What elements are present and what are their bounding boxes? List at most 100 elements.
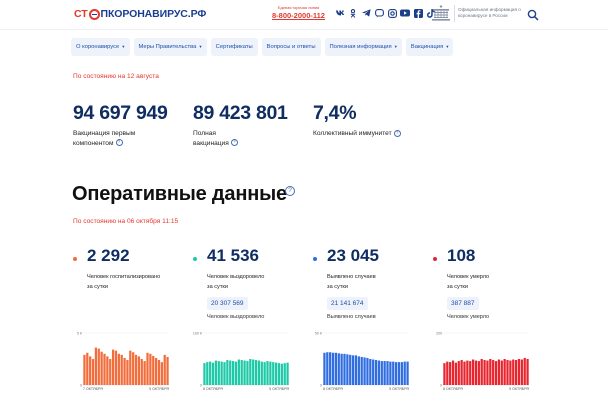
chart-bar[interactable] xyxy=(480,359,483,385)
chart-bar[interactable] xyxy=(229,360,232,385)
chart-bar[interactable] xyxy=(457,361,460,385)
chart-bar[interactable] xyxy=(331,352,335,385)
chart-bar[interactable] xyxy=(483,360,486,385)
chart-bar[interactable] xyxy=(111,349,115,385)
chart-bar[interactable] xyxy=(326,352,329,385)
chart-bar[interactable] xyxy=(477,361,480,385)
chart-bar[interactable] xyxy=(277,363,281,385)
chart-bar[interactable] xyxy=(372,359,375,385)
tiktok-icon[interactable] xyxy=(426,8,436,18)
nav-item[interactable]: Вакцинация ▾ xyxy=(405,38,454,56)
chart-bar[interactable] xyxy=(346,354,349,385)
telegram-icon[interactable] xyxy=(361,8,371,18)
chart-bar[interactable] xyxy=(129,350,132,385)
chart-bar[interactable] xyxy=(451,360,455,385)
chart-bar[interactable] xyxy=(357,356,360,385)
chart-bar[interactable] xyxy=(91,359,95,385)
chart-bar[interactable] xyxy=(489,359,492,385)
chart-bar[interactable] xyxy=(349,354,352,385)
chart-bar[interactable] xyxy=(214,360,218,385)
chart-bar[interactable] xyxy=(257,360,261,385)
chart-bar[interactable] xyxy=(134,354,138,385)
chart-bar[interactable] xyxy=(474,360,478,385)
nav-item[interactable]: Полезная информация ▾ xyxy=(324,38,402,56)
chart-bar[interactable] xyxy=(231,361,235,385)
chart-bar[interactable] xyxy=(509,360,512,385)
chart-bar[interactable] xyxy=(217,361,220,385)
chart-bar[interactable] xyxy=(323,352,326,385)
chart-bar[interactable] xyxy=(363,357,366,385)
chart-bar[interactable] xyxy=(454,362,458,385)
chart-bar[interactable] xyxy=(106,356,109,385)
chart-bar[interactable] xyxy=(263,362,266,385)
chart-bar[interactable] xyxy=(497,359,501,385)
vk-icon[interactable] xyxy=(335,8,345,18)
chart-bar[interactable] xyxy=(506,360,509,385)
instagram-icon[interactable] xyxy=(387,8,397,18)
chart-bar[interactable] xyxy=(86,352,89,385)
chart-bar[interactable] xyxy=(243,360,246,385)
daily-bar-chart[interactable]: 5 К 07 ОКТЯБРЯ 5 ОКТЯБРЯ xyxy=(73,324,191,404)
chart-bar[interactable] xyxy=(460,360,463,385)
chart-bar[interactable] xyxy=(397,362,401,385)
chart-bar[interactable] xyxy=(206,362,209,385)
chart-bar[interactable] xyxy=(334,352,338,385)
chart-bar[interactable] xyxy=(114,350,118,385)
chart-bar[interactable] xyxy=(394,362,398,385)
chart-bar[interactable] xyxy=(486,360,489,385)
chart-bar[interactable] xyxy=(160,362,163,385)
gov-info-text[interactable]: Официальная информация о коронавирусе в … xyxy=(458,7,521,18)
chart-bar[interactable] xyxy=(209,361,212,385)
chart-bar[interactable] xyxy=(283,363,286,385)
chart-bar[interactable] xyxy=(380,361,383,385)
nav-item[interactable]: Вопросы и ответы xyxy=(261,38,321,56)
chart-bar[interactable] xyxy=(377,360,381,385)
facebook-icon[interactable] xyxy=(413,8,423,18)
chart-bar[interactable] xyxy=(123,357,126,385)
chart-bar[interactable] xyxy=(526,359,529,385)
chart-bar[interactable] xyxy=(220,361,223,385)
chart-bar[interactable] xyxy=(132,352,135,385)
chart-bar[interactable] xyxy=(337,353,340,385)
chart-bar[interactable] xyxy=(443,363,446,385)
chart-bar[interactable] xyxy=(157,360,161,385)
nav-item[interactable]: Сертификаты xyxy=(210,38,258,56)
chart-bar[interactable] xyxy=(354,355,358,385)
site-logo[interactable]: СТ ПКОРОНАВИРУС.РФ xyxy=(74,7,206,21)
chart-bar[interactable] xyxy=(471,359,475,385)
chart-bar[interactable] xyxy=(260,361,263,385)
chart-bar[interactable] xyxy=(252,359,255,385)
chart-bar[interactable] xyxy=(211,362,215,385)
daily-bar-chart[interactable]: 200 08 ОКТЯБРЯ 5 ОКТЯБРЯ xyxy=(433,324,551,404)
chart-bar[interactable] xyxy=(369,359,372,385)
chart-bar[interactable] xyxy=(203,363,206,385)
chart-bar[interactable] xyxy=(83,354,86,385)
chart-bar[interactable] xyxy=(446,361,449,385)
help-icon[interactable]: ? xyxy=(285,186,295,196)
daily-bar-chart[interactable]: 100 К 08 ОКТЯБРЯ 5 ОКТЯБРЯ xyxy=(193,324,311,404)
chart-bar[interactable] xyxy=(269,361,272,385)
chart-bar[interactable] xyxy=(512,359,515,385)
chart-bar[interactable] xyxy=(523,357,526,385)
chart-bar[interactable] xyxy=(246,361,249,385)
chart-bar[interactable] xyxy=(340,353,343,385)
help-icon[interactable]: ? xyxy=(393,129,401,137)
chart-bar[interactable] xyxy=(103,353,106,385)
help-icon[interactable]: ? xyxy=(115,139,123,147)
daily-bar-chart[interactable]: 50 К 08 ОКТЯБРЯ 5 ОКТЯБРЯ xyxy=(313,324,431,404)
chart-bar[interactable] xyxy=(117,353,120,385)
chart-bar[interactable] xyxy=(400,362,403,385)
chart-bar[interactable] xyxy=(500,360,503,385)
chart-bar[interactable] xyxy=(386,361,389,385)
chart-bar[interactable] xyxy=(254,360,258,385)
chart-bar[interactable] xyxy=(366,357,369,385)
chart-bar[interactable] xyxy=(392,361,395,385)
chart-bar[interactable] xyxy=(272,362,275,385)
nav-item[interactable]: О коронавирусе ▾ xyxy=(71,38,130,56)
chart-bar[interactable] xyxy=(154,357,158,385)
chart-bar[interactable] xyxy=(234,361,238,385)
chart-bar[interactable] xyxy=(100,351,103,385)
chart-bar[interactable] xyxy=(280,363,283,385)
chart-bar[interactable] xyxy=(226,360,229,385)
chart-bar[interactable] xyxy=(343,353,346,385)
